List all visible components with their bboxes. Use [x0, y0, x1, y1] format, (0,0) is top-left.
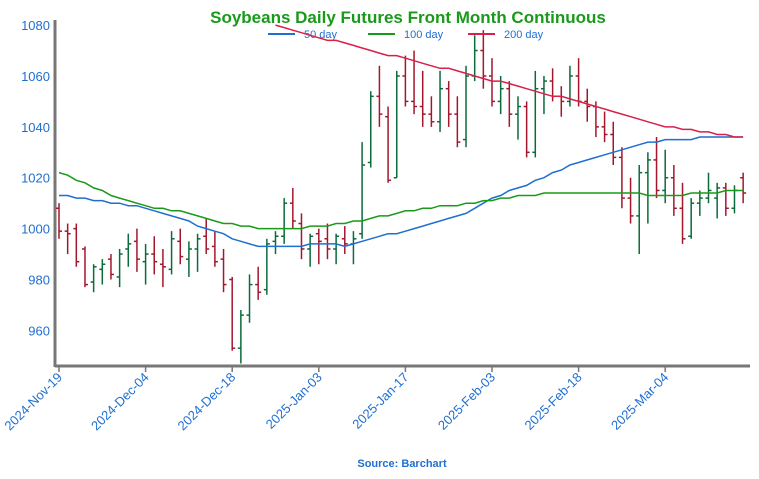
x-tick-label: 2025-Jan-03: [263, 370, 325, 432]
x-tick-label: 2024-Nov-19: [1, 370, 65, 434]
x-tick-label: 2025-Feb-03: [435, 370, 498, 433]
y-tick-label: 1060: [21, 69, 50, 84]
y-tick-label: 1020: [21, 171, 50, 186]
x-tick-label: 2025-Mar-04: [608, 370, 671, 433]
ma-line: [58, 171, 744, 230]
ma-line: [275, 24, 744, 138]
y-tick-label: 980: [28, 273, 50, 288]
ma-line: [59, 136, 744, 248]
legend-label: 200 day: [504, 29, 544, 41]
x-tick-label: 2024-Dec-18: [175, 370, 239, 434]
legend-label: 50 day: [304, 29, 338, 41]
x-tick-label: 2025-Feb-18: [521, 370, 584, 433]
x-tick-label: 2025-Jan-17: [349, 370, 411, 432]
source: Source: Barchart: [357, 458, 447, 470]
y-tick-label: 1080: [21, 18, 50, 33]
x-tick-label: 2024-Dec-04: [88, 370, 152, 434]
y-tick-label: 960: [28, 323, 50, 338]
chart-title: Soybeans Daily Futures Front Month Conti…: [210, 8, 606, 27]
legend-label: 100 day: [404, 29, 444, 41]
y-tick-label: 1040: [21, 120, 50, 135]
y-tick-label: 1000: [21, 222, 50, 237]
